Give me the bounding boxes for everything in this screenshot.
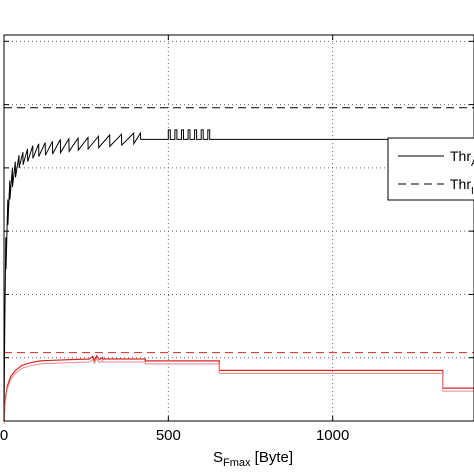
x-tick-label-2: 500 xyxy=(156,427,181,444)
x-tick-label-1: 0 xyxy=(0,427,8,444)
grid-lines xyxy=(4,35,474,421)
x-axis-title: SFmax [Byte] xyxy=(213,449,293,469)
series-thr-a-red xyxy=(3,354,474,422)
x-axis-title-main: S xyxy=(213,449,223,466)
plot-frame xyxy=(3,34,474,422)
legend-entry-1-main: Thr xyxy=(450,148,471,164)
legend: ThrA ThrI xyxy=(387,137,474,201)
x-axis-title-unit: [Byte] xyxy=(250,449,293,466)
series-thr-a-red-trace xyxy=(3,357,474,425)
x-axis-title-sub: Fmax xyxy=(223,457,251,469)
x-tick-label-3: 1000 xyxy=(316,427,349,444)
series-thr-a-black xyxy=(3,129,474,422)
legend-entry-1: ThrA xyxy=(450,148,474,169)
axis-ticks: 0 500 1000 xyxy=(0,35,474,444)
legend-entry-2-main: Thr xyxy=(450,176,471,192)
legend-entry-2: ThrI xyxy=(450,176,474,197)
plot-series xyxy=(3,107,474,425)
legend-entry-2-sub: I xyxy=(471,186,474,197)
legend-entry-1-sub: A xyxy=(471,158,474,169)
legend-box xyxy=(387,137,474,201)
